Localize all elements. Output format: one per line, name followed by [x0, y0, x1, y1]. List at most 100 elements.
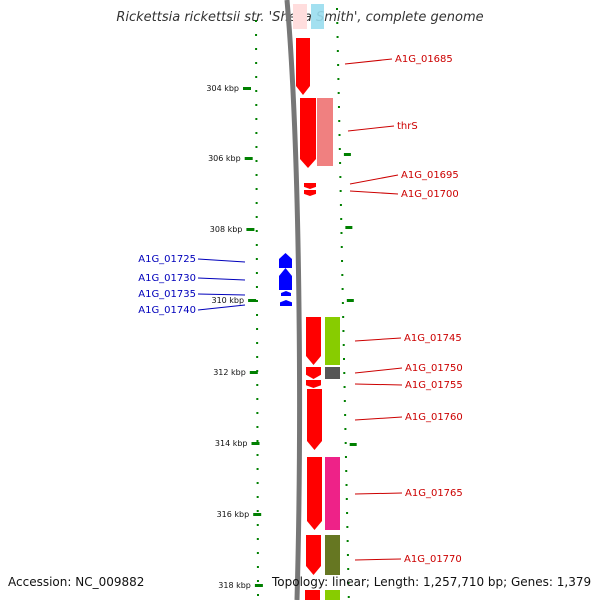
scale-dot — [256, 510, 259, 512]
scale-dot — [345, 470, 348, 472]
gene-label-A1G_01735[interactable]: A1G_01735 — [138, 289, 196, 300]
scale-dot — [340, 246, 343, 248]
scale-dot — [339, 176, 342, 178]
scale-dot — [341, 302, 344, 304]
cog-bar — [325, 317, 340, 365]
gene-label-A1G_01740[interactable]: A1G_01740 — [138, 305, 196, 316]
gene-arrow-A1G_01695[interactable] — [304, 183, 316, 189]
gene-labels[interactable]: A1G_01685 thrS A1G_01695 A1G_01700 A1G_01745… — [138, 54, 463, 565]
scale-tick-mark — [243, 87, 251, 90]
scale-dot — [256, 454, 259, 456]
label-leader-line — [354, 337, 402, 342]
scale-dot — [343, 358, 345, 360]
gene-label-A1G_01755[interactable]: A1G_01755 — [405, 380, 463, 391]
scale-dot — [255, 160, 258, 162]
gene-arrow-A1G_01770[interactable] — [306, 535, 321, 575]
gene-arrow[interactable] — [305, 590, 320, 600]
gene-label-A1G_01760[interactable]: A1G_01760 — [405, 412, 463, 423]
label-leader-line — [354, 367, 403, 374]
scale-dot — [255, 188, 258, 190]
gene-label-A1G_01730[interactable]: A1G_01730 — [138, 273, 196, 284]
accession-label: Accession: NC_009882 — [8, 575, 145, 589]
gene-label-A1G_01765[interactable]: A1G_01765 — [405, 488, 463, 499]
scale-tick-mark — [246, 228, 255, 231]
scale-dot — [255, 76, 258, 78]
gene-arrow-thrS[interactable] — [300, 98, 316, 168]
scale-dot — [343, 372, 346, 374]
gene-arrow[interactable] — [293, 4, 307, 29]
scale-dot — [347, 582, 350, 584]
gene-arrow-A1G_01750[interactable] — [306, 367, 321, 379]
scale-dot — [256, 538, 259, 540]
gene-arrow-A1G_01700[interactable] — [304, 190, 316, 196]
scale-dot — [255, 216, 258, 218]
scale-dot — [341, 288, 344, 290]
scale-tick-mark — [248, 299, 257, 302]
scale-tick-mark — [249, 371, 258, 374]
scale-dot — [255, 20, 257, 22]
gene-arrow-A1G_01745[interactable] — [306, 317, 321, 365]
scale-dot — [345, 498, 348, 500]
gene-label-A1G_01750[interactable]: A1G_01750 — [405, 363, 463, 374]
scale-dot — [346, 512, 349, 514]
scale-dot — [256, 524, 259, 526]
label-leader-line — [354, 492, 403, 495]
scale-dot — [256, 328, 259, 330]
gene-label-thrS[interactable]: thrS — [397, 121, 418, 132]
scale-dot — [256, 384, 259, 386]
scale-dot — [256, 566, 259, 568]
scale-dots-left — [255, 20, 260, 596]
gene-arrow-A1G_01760[interactable] — [307, 389, 322, 450]
gene-arrow-A1G_01740[interactable] — [280, 300, 292, 306]
label-leader-line — [197, 258, 246, 263]
scale-dot — [346, 526, 349, 528]
label-leader-line — [354, 416, 403, 421]
scale-dot — [256, 482, 259, 484]
scale-dot — [344, 442, 347, 444]
gene-label-A1G_01685[interactable]: A1G_01685 — [395, 54, 453, 65]
gene-arrow-A1G_01765[interactable] — [307, 457, 322, 530]
scale-dot — [338, 120, 341, 122]
scale-dot — [255, 286, 258, 288]
gene-arrow-A1G_01735[interactable] — [281, 291, 291, 296]
gene-label-A1G_01770[interactable]: A1G_01770 — [404, 554, 462, 565]
label-leader-line — [197, 277, 246, 281]
scale-dot — [342, 330, 345, 332]
gene-arrow-A1G_01755[interactable] — [306, 380, 321, 388]
scale-tick-mark — [251, 442, 260, 445]
scale-tick-label: 306 kbp — [208, 154, 241, 163]
scale-dot — [346, 540, 349, 542]
gene-label-A1G_01695[interactable]: A1G_01695 — [401, 170, 459, 181]
scale-dot — [255, 174, 258, 176]
label-leader-line — [347, 125, 395, 132]
scale-dot — [255, 300, 258, 302]
scale-dot — [255, 132, 258, 134]
scale-dot — [255, 48, 258, 50]
scale-dot — [338, 134, 341, 136]
scale-dot — [339, 204, 342, 206]
scale-dot — [338, 148, 341, 150]
scale-tick-mark — [349, 443, 357, 446]
gene-arrow-A1G_01725[interactable] — [279, 253, 292, 268]
scale-tick-mark — [345, 226, 353, 229]
gene-label-A1G_01745[interactable]: A1G_01745 — [404, 333, 462, 344]
scale-dot — [256, 398, 259, 400]
gene-features[interactable] — [279, 4, 322, 600]
scale-dot — [340, 218, 343, 220]
scale-dot — [256, 314, 259, 316]
scale-dot — [256, 496, 259, 498]
gene-arrow-A1G_01730[interactable] — [279, 268, 292, 290]
scale-ticks: 304 kbp 306 kbp 308 kbp 310 kbp 312 kbp 314 k… — [206, 84, 357, 590]
scale-tick-mark — [343, 153, 351, 156]
gene-label-A1G_01725[interactable]: A1G_01725 — [138, 254, 196, 265]
label-leader-line — [354, 558, 402, 561]
scale-tick-label: 308 kbp — [210, 225, 243, 234]
label-leader-line — [197, 304, 246, 311]
scale-dot — [255, 146, 258, 148]
gene-label-A1G_01700[interactable]: A1G_01700 — [401, 189, 459, 200]
label-leader-line — [344, 58, 393, 65]
gene-arrow-A1G_01685[interactable] — [296, 38, 310, 95]
scale-dot — [347, 596, 350, 598]
scale-dot — [340, 232, 343, 234]
